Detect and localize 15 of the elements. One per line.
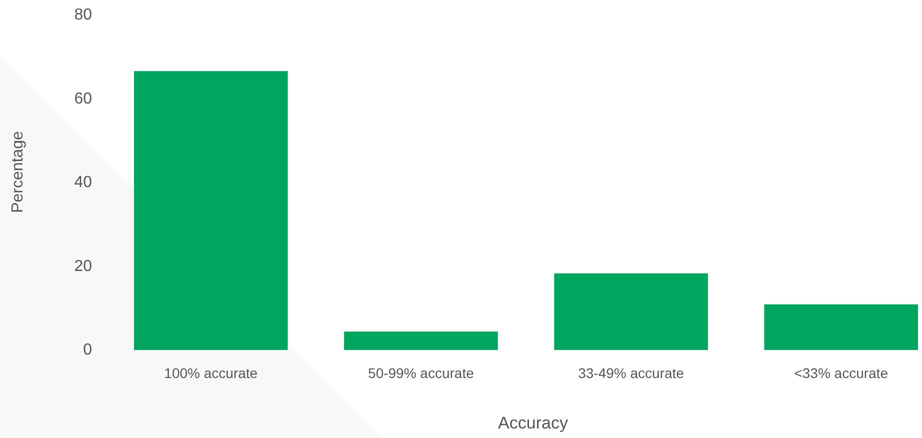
bar (554, 273, 708, 350)
x-tick-label: 100% accurate (164, 365, 258, 381)
bar (134, 71, 288, 350)
bar (344, 332, 498, 350)
y-tick-label: 0 (83, 342, 92, 358)
y-axis-title: Percentage (10, 130, 26, 213)
y-tick-label: 80 (74, 6, 92, 24)
y-tick-label: 20 (74, 258, 92, 275)
bar (764, 304, 918, 350)
x-axis-title: Accuracy (498, 414, 568, 432)
y-tick-label: 40 (74, 174, 92, 191)
x-tick-label: 33-49% accurate (578, 365, 684, 381)
y-tick-label: 60 (74, 90, 92, 108)
x-tick-label: <33% accurate (794, 365, 888, 381)
x-tick-label: 50-99% accurate (368, 365, 474, 381)
